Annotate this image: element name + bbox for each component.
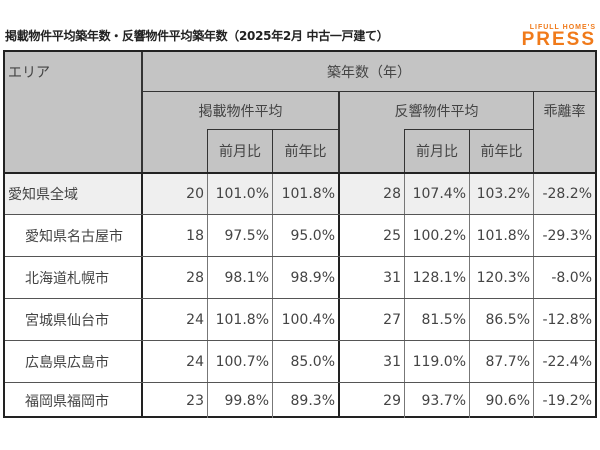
divider (272, 129, 273, 172)
divider (338, 92, 340, 172)
building-age-table: エリア 築年数（年） 掲載物件平均 前月比 前年比 反響物件平均 前月比 前年比… (3, 50, 597, 418)
header-age: 築年数（年） (143, 52, 595, 91)
cell-listed-mom: 101.8% (207, 299, 272, 340)
cell-area: 北海道札幌市 (25, 270, 109, 287)
table-row: 愛知県全域 20 101.0% 101.8% 28 107.4% 103.2% -28.2% (5, 172, 595, 214)
cell-listed: 20 (141, 174, 207, 214)
cell-divergence: -12.8% (533, 299, 595, 340)
cell-divergence: -22.4% (533, 341, 595, 382)
lifull-homes-press-logo: LIFULL HOME'S PRESS (521, 24, 596, 50)
header-inquired-yoy: 前年比 (470, 130, 533, 172)
cell-listed-yoy: 89.3% (272, 383, 338, 418)
cell-inquired: 29 (338, 383, 404, 418)
cell-inquired-mom: 107.4% (404, 174, 469, 214)
table-row: 愛知県名古屋市 18 97.5% 95.0% 25 100.2% 101.8% -29.3% (5, 214, 595, 256)
divider (404, 129, 533, 130)
cell-inquired-mom: 128.1% (404, 257, 469, 298)
cell-listed-mom: 97.5% (207, 215, 272, 256)
cell-inquired: 28 (338, 174, 404, 214)
cell-listed-yoy: 100.4% (272, 299, 338, 340)
cell-area: 愛知県名古屋市 (25, 228, 123, 245)
cell-inquired-yoy: 101.8% (469, 215, 533, 256)
cell-divergence: -28.2% (533, 174, 595, 214)
cell-area: 福岡県福岡市 (25, 393, 109, 410)
cell-listed-yoy: 98.9% (272, 257, 338, 298)
cell-inquired: 27 (338, 299, 404, 340)
divider (469, 129, 470, 172)
divider (533, 92, 534, 172)
cell-inquired-mom: 81.5% (404, 299, 469, 340)
cell-inquired: 31 (338, 257, 404, 298)
cell-listed: 28 (141, 257, 207, 298)
cell-listed: 23 (141, 383, 207, 418)
cell-inquired-yoy: 87.7% (469, 341, 533, 382)
cell-divergence: -19.2% (533, 383, 595, 418)
table-row: 宮城県仙台市 24 101.8% 100.4% 27 81.5% 86.5% -12.8% (5, 298, 595, 340)
header-area: エリア (5, 52, 141, 172)
cell-inquired: 31 (338, 341, 404, 382)
cell-inquired-yoy: 103.2% (469, 174, 533, 214)
header-divergence: 乖離率 (534, 92, 595, 173)
cell-listed-mom: 99.8% (207, 383, 272, 418)
header-listed-mom: 前月比 (208, 130, 272, 172)
cell-listed-yoy: 95.0% (272, 215, 338, 256)
cell-inquired-mom: 93.7% (404, 383, 469, 418)
cell-listed: 24 (141, 299, 207, 340)
cell-listed: 24 (141, 341, 207, 382)
table-row: 北海道札幌市 28 98.1% 98.9% 31 128.1% 120.3% -8.0% (5, 256, 595, 298)
cell-listed-yoy: 101.8% (272, 174, 338, 214)
cell-listed-mom: 100.7% (207, 341, 272, 382)
cell-listed-yoy: 85.0% (272, 341, 338, 382)
table-row: 福岡県福岡市 23 99.8% 89.3% 29 93.7% 90.6% -19.2% (5, 382, 595, 418)
cell-listed: 18 (141, 215, 207, 256)
cell-inquired-yoy: 120.3% (469, 257, 533, 298)
cell-inquired-mom: 100.2% (404, 215, 469, 256)
cell-inquired-mom: 119.0% (404, 341, 469, 382)
cell-inquired-yoy: 90.6% (469, 383, 533, 418)
divider (404, 129, 405, 172)
page-title: 掲載物件平均築年数・反響物件平均築年数（2025年2月 中古一戸建て） (5, 29, 389, 43)
cell-inquired-yoy: 86.5% (469, 299, 533, 340)
divider (141, 52, 143, 172)
cell-divergence: -29.3% (533, 215, 595, 256)
cell-inquired: 25 (338, 215, 404, 256)
header-listed-yoy: 前年比 (273, 130, 338, 172)
cell-area: 広島県広島市 (25, 354, 109, 371)
cell-area: 愛知県全域 (8, 187, 78, 203)
divider (207, 129, 208, 172)
header-inquired-mom: 前月比 (405, 130, 469, 172)
cell-area: 宮城県仙台市 (25, 312, 109, 329)
divider (143, 91, 595, 92)
table-row: 広島県広島市 24 100.7% 85.0% 31 119.0% 87.7% -22.4% (5, 340, 595, 382)
cell-divergence: -8.0% (533, 257, 595, 298)
cell-listed-mom: 98.1% (207, 257, 272, 298)
cell-listed-mom: 101.0% (207, 174, 272, 214)
